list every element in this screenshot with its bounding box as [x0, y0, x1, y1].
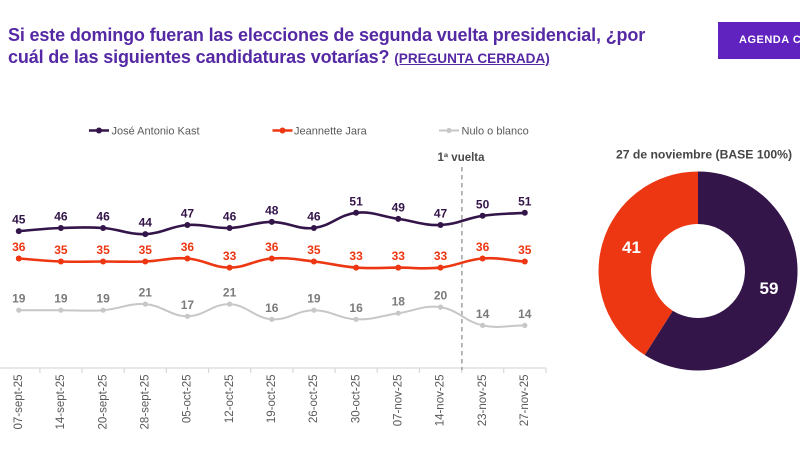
- svg-text:19: 19: [12, 292, 26, 306]
- svg-text:16: 16: [265, 301, 279, 315]
- svg-text:47: 47: [181, 207, 195, 221]
- svg-text:Nulo o blanco: Nulo o blanco: [462, 126, 529, 138]
- svg-text:35: 35: [139, 243, 153, 257]
- svg-text:44: 44: [139, 216, 153, 230]
- svg-text:José Antonio Kast: José Antonio Kast: [112, 126, 200, 138]
- svg-text:14: 14: [476, 307, 490, 321]
- svg-text:19-oct-25: 19-oct-25: [266, 375, 278, 424]
- svg-text:59: 59: [760, 279, 779, 298]
- svg-text:27 de noviembre (BASE 100%): 27 de noviembre (BASE 100%): [616, 148, 792, 162]
- svg-text:41: 41: [622, 238, 641, 257]
- svg-text:36: 36: [476, 240, 490, 254]
- svg-text:48: 48: [265, 203, 279, 217]
- svg-text:07-sept-25: 07-sept-25: [13, 375, 25, 430]
- svg-text:35: 35: [54, 243, 68, 257]
- svg-text:36: 36: [181, 240, 195, 254]
- svg-text:20: 20: [434, 289, 448, 303]
- svg-text:33: 33: [392, 249, 406, 263]
- svg-text:47: 47: [434, 207, 448, 221]
- svg-text:1ª vuelta: 1ª vuelta: [437, 152, 485, 164]
- svg-text:33: 33: [223, 249, 237, 263]
- svg-text:28-sept-25: 28-sept-25: [140, 375, 152, 430]
- svg-text:46: 46: [223, 210, 237, 224]
- svg-text:12-oct-25: 12-oct-25: [224, 375, 236, 424]
- svg-text:36: 36: [12, 240, 26, 254]
- svg-text:Jeannette Jara: Jeannette Jara: [294, 126, 368, 138]
- svg-text:19: 19: [96, 292, 110, 306]
- svg-text:19: 19: [54, 292, 68, 306]
- svg-text:14: 14: [518, 307, 532, 321]
- svg-text:23-nov-25: 23-nov-25: [477, 375, 489, 427]
- svg-text:27-nov-25: 27-nov-25: [519, 375, 531, 427]
- svg-text:50: 50: [476, 197, 490, 211]
- svg-text:19: 19: [307, 292, 321, 306]
- svg-text:33: 33: [434, 249, 448, 263]
- svg-text:51: 51: [349, 194, 363, 208]
- svg-text:26-oct-25: 26-oct-25: [308, 375, 320, 424]
- svg-text:21: 21: [139, 286, 153, 300]
- svg-text:45: 45: [12, 213, 26, 227]
- svg-text:17: 17: [181, 298, 195, 312]
- svg-text:07-nov-25: 07-nov-25: [393, 375, 405, 427]
- svg-text:16: 16: [349, 301, 363, 315]
- svg-text:18: 18: [392, 295, 406, 309]
- svg-text:05-oct-25: 05-oct-25: [182, 375, 194, 424]
- svg-text:14-nov-25: 14-nov-25: [435, 375, 447, 427]
- svg-text:49: 49: [392, 200, 406, 214]
- svg-text:36: 36: [265, 240, 279, 254]
- svg-text:46: 46: [96, 210, 110, 224]
- svg-text:51: 51: [518, 194, 532, 208]
- svg-text:14-sept-25: 14-sept-25: [55, 375, 67, 430]
- svg-text:35: 35: [307, 243, 321, 257]
- svg-text:30-oct-25: 30-oct-25: [350, 375, 362, 424]
- svg-text:20-sept-25: 20-sept-25: [97, 375, 109, 430]
- svg-text:35: 35: [518, 243, 532, 257]
- svg-text:46: 46: [307, 210, 321, 224]
- svg-text:33: 33: [349, 249, 363, 263]
- svg-text:35: 35: [96, 243, 110, 257]
- svg-text:21: 21: [223, 286, 237, 300]
- svg-text:46: 46: [54, 210, 68, 224]
